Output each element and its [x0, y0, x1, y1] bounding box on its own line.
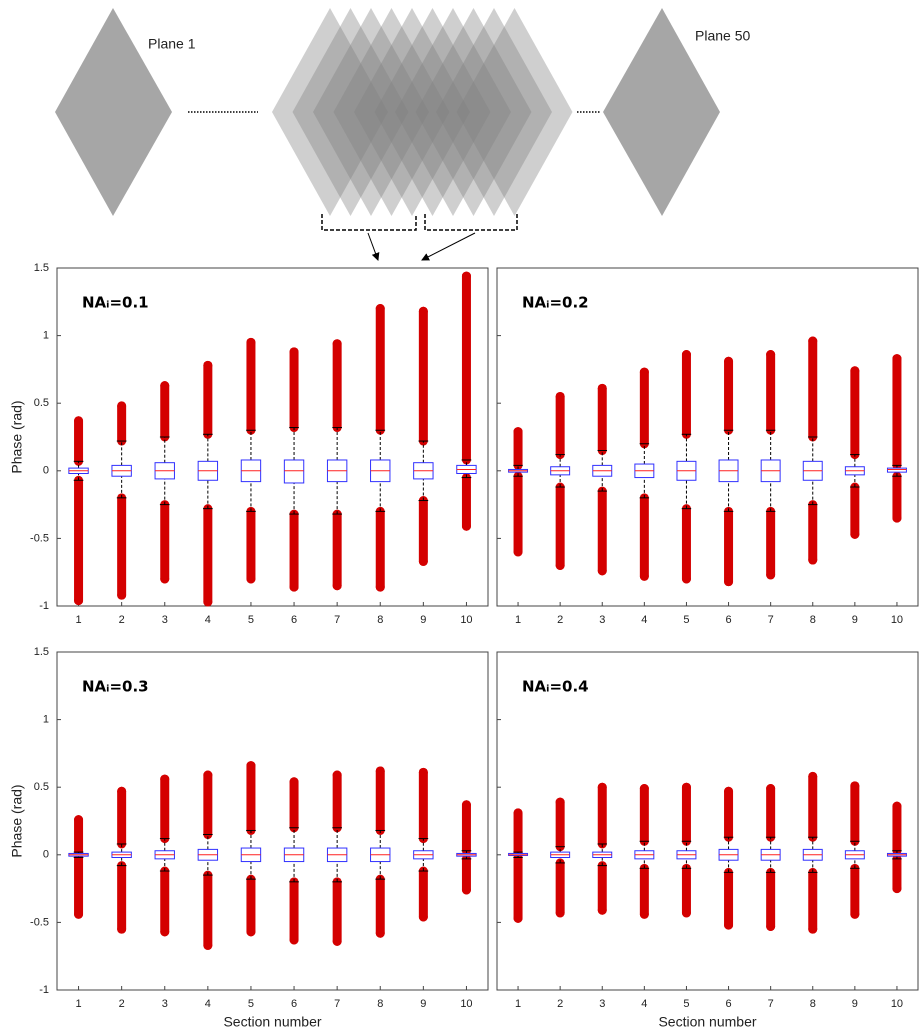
x-axis-label: Section number: [658, 1014, 756, 1030]
y-tick-label: 0.5: [34, 781, 49, 793]
x-tick-label: 10: [460, 614, 472, 626]
y-tick-label: 1: [43, 714, 49, 726]
y-tick-label: 1: [43, 330, 49, 342]
y-axis-label: Phase (rad): [9, 784, 25, 857]
y-tick-label: 0.5: [34, 397, 49, 409]
chart-title: NAᵢ=0.4: [522, 678, 589, 696]
x-tick-label: 5: [683, 614, 689, 626]
chart-title: NAᵢ=0.2: [522, 294, 589, 312]
plane-label: Plane 1: [148, 36, 196, 52]
x-tick-label: 8: [810, 998, 816, 1010]
x-tick-label: 2: [557, 998, 563, 1010]
bracket: [322, 214, 416, 230]
x-tick-label: 6: [725, 998, 731, 1010]
chart-title: NAᵢ=0.3: [82, 678, 149, 696]
y-tick-label: 0: [43, 465, 49, 477]
x-tick-label: 5: [248, 614, 254, 626]
figure: Plane 1 Plane 50 -1 -0.5 0 0.5 1 1.5 Phase (ra…: [0, 0, 920, 1036]
box: [284, 460, 303, 483]
y-tick-label: -1: [39, 984, 49, 996]
x-tick-label: 8: [377, 998, 383, 1010]
x-tick-label: 2: [119, 998, 125, 1010]
x-tick-label: 7: [334, 614, 340, 626]
plane-stack: [272, 8, 573, 216]
x-tick-label: 8: [810, 614, 816, 626]
y-axis-label: Phase (rad): [9, 400, 25, 473]
x-tick-label: 9: [420, 998, 426, 1010]
x-tick-label: 10: [460, 998, 472, 1010]
y-tick-label: 0: [43, 849, 49, 861]
x-tick-label: 2: [557, 614, 563, 626]
x-tick-label: 7: [768, 998, 774, 1010]
plane-label: Plane 50: [695, 28, 750, 44]
x-tick-label: 7: [334, 998, 340, 1010]
x-tick-label: 3: [599, 614, 605, 626]
chart-title: NAᵢ=0.1: [82, 294, 149, 312]
x-tick-label: 2: [119, 614, 125, 626]
planes-diagram: Plane 1 Plane 50: [55, 8, 750, 260]
x-tick-label: 4: [641, 998, 647, 1010]
y-tick-label: 1.5: [34, 646, 49, 658]
x-tick-label: 1: [75, 614, 81, 626]
y-tick-label: -1: [39, 600, 49, 612]
bracket: [425, 214, 517, 230]
x-tick-label: 9: [852, 614, 858, 626]
x-tick-label: 3: [599, 998, 605, 1010]
x-tick-label: 3: [162, 614, 168, 626]
x-tick-label: 9: [852, 998, 858, 1010]
box: [887, 468, 906, 472]
x-tick-label: 8: [377, 614, 383, 626]
x-tick-label: 4: [205, 614, 211, 626]
x-tick-label: 6: [725, 614, 731, 626]
arrow: [368, 233, 378, 260]
y-tick-label: -0.5: [30, 916, 49, 928]
x-tick-label: 10: [891, 614, 903, 626]
x-tick-label: 4: [205, 998, 211, 1010]
x-tick-label: 1: [515, 614, 521, 626]
x-tick-label: 4: [641, 614, 647, 626]
x-tick-label: 6: [291, 614, 297, 626]
x-tick-label: 1: [515, 998, 521, 1010]
y-tick-label: 1.5: [34, 262, 49, 274]
x-tick-label: 9: [420, 614, 426, 626]
x-tick-label: 10: [891, 998, 903, 1010]
arrow: [422, 233, 475, 260]
x-tick-label: 5: [248, 998, 254, 1010]
x-tick-label: 7: [768, 614, 774, 626]
x-tick-label: 3: [162, 998, 168, 1010]
x-axis-label: Section number: [223, 1014, 321, 1030]
page: Plane 1 Plane 50 -1 -0.5 0 0.5 1 1.5 Phase (ra…: [0, 0, 920, 1036]
x-tick-label: 1: [75, 998, 81, 1010]
x-tick-label: 6: [291, 998, 297, 1010]
x-tick-label: 5: [683, 998, 689, 1010]
y-tick-label: -0.5: [30, 532, 49, 544]
